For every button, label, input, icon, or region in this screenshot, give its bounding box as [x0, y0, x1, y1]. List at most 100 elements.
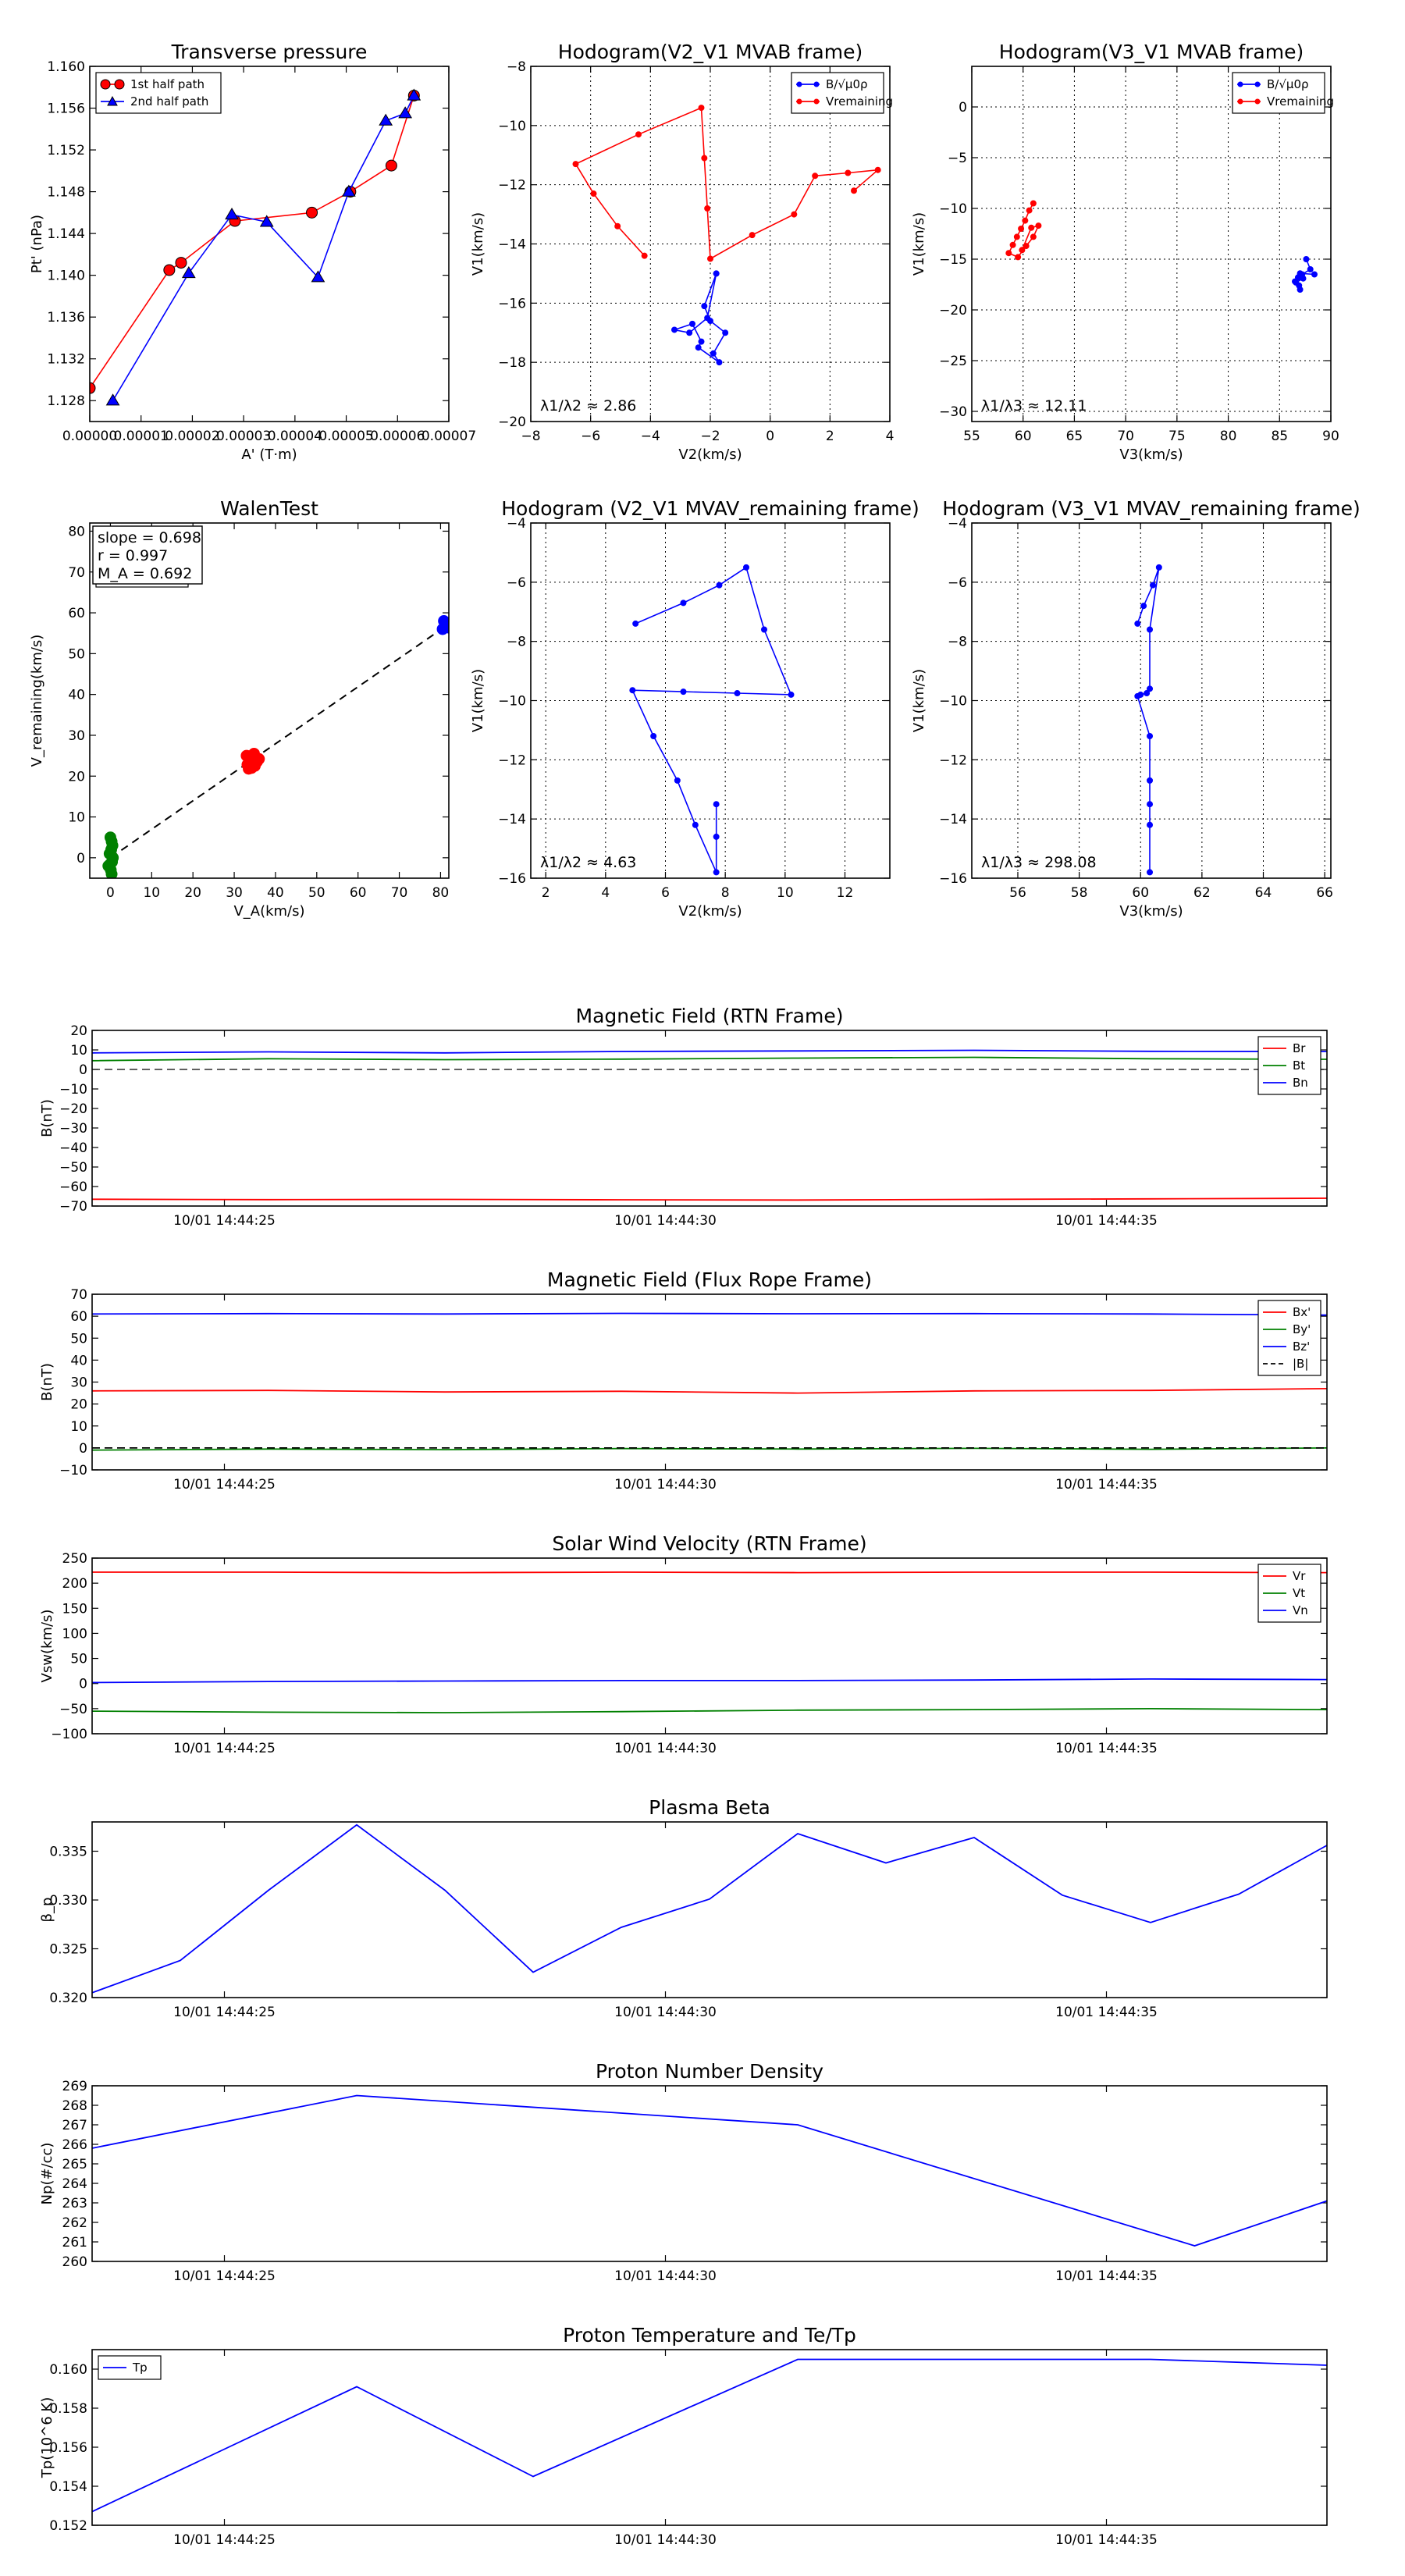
plot-frame [91, 2085, 1328, 2262]
x-tick-label: 4 [601, 885, 610, 901]
y-tick-label: −15 [939, 252, 967, 268]
data-point [105, 393, 120, 406]
legend-label: B/√μ0ρ [826, 77, 868, 91]
legend-box [1257, 1300, 1321, 1376]
data-point [874, 166, 881, 173]
walen-ma-label: M_A = 0.692 [98, 565, 192, 582]
data-point [698, 338, 705, 345]
x-tick-label: 12 [837, 885, 854, 901]
chart-magnetic-field-flux-rope: 10/01 14:44:25 10/01 14:44:30 10/01 14:44:… [39, 1268, 1328, 1493]
data-point [1307, 266, 1314, 272]
x-tick-label: −4 [641, 429, 660, 444]
data-point [1019, 247, 1026, 254]
data-point [175, 257, 187, 269]
data-point [716, 582, 723, 589]
y-tick-label: −10 [498, 119, 526, 134]
data-point [1005, 250, 1012, 257]
x-tick-label: 0.00000 [62, 429, 117, 444]
legend-label: Bz' [1293, 1340, 1310, 1354]
plot-area [92, 1049, 1327, 1201]
y-tick-label: 1.128 [47, 393, 85, 409]
data-point [398, 106, 413, 119]
chart-title: Hodogram (V3_V1 MVAV_remaining frame) [942, 497, 1361, 520]
x-tick-label: 90 [1322, 429, 1339, 444]
plot-area [90, 88, 422, 406]
series-line-v [1136, 567, 1160, 873]
series-line-bt [92, 1056, 1327, 1062]
y-tick-label: −70 [59, 1199, 87, 1215]
plot-area [572, 105, 881, 366]
data-point [812, 173, 819, 180]
y-tick-label: 0 [959, 100, 967, 116]
data-point [734, 690, 741, 697]
data-point [680, 600, 687, 607]
data-point [692, 821, 699, 828]
data-point [1140, 603, 1147, 610]
y-tick-label: −10 [59, 1463, 87, 1478]
data-point [713, 270, 720, 277]
data-point [701, 155, 708, 162]
legend-label: Bn [1293, 1076, 1308, 1090]
x-tick-label: 8 [721, 885, 730, 901]
y-tick-label: 60 [68, 606, 85, 621]
plot-area [102, 615, 449, 878]
y-axis-label: V1(km/s) [911, 669, 927, 732]
y-tick-label: 263 [62, 2196, 87, 2211]
data-point [163, 264, 176, 276]
x-tick-label: 10/01 14:44:35 [1055, 2005, 1158, 2020]
eigenvalue-ratio-label: λ1/λ3 ≈ 298.08 [981, 854, 1097, 871]
y-tick-label: −100 [51, 1727, 87, 1742]
x-tick-label: 80 [432, 885, 450, 901]
y-tick-label: 20 [70, 1023, 87, 1039]
y-tick-label: 1.156 [47, 101, 85, 117]
y-tick-label: 10 [68, 810, 85, 826]
y-tick-label: 267 [62, 2118, 87, 2133]
data-point [704, 315, 711, 322]
y-tick-label: 1.148 [47, 185, 85, 201]
y-tick-label: −14 [498, 237, 526, 253]
data-point [713, 801, 720, 808]
x-tick-label: 75 [1168, 429, 1186, 444]
legend-label: Vt [1293, 1586, 1305, 1600]
data-point [1026, 207, 1033, 214]
data-point [407, 88, 422, 101]
legend-label: Bx' [1293, 1305, 1311, 1319]
x-tick-label: 10/01 14:44:35 [1055, 1741, 1158, 1756]
chart-hodogram-v3-v1-mvab: 55 60 65 70 75 80 85 90 −30 −25 −20 −15 −10 −5 0 Hodogr… [911, 41, 1339, 463]
data-point [379, 113, 393, 126]
y-tick-label: 10 [70, 1043, 87, 1059]
data-point [1147, 869, 1154, 876]
walen-stats-box [92, 525, 203, 585]
plot-frame [971, 522, 1332, 879]
y-tick-label: 10 [70, 1419, 87, 1435]
x-tick-label: −6 [581, 429, 600, 444]
data-point [713, 833, 720, 840]
x-axis-label: V3(km/s) [1119, 903, 1183, 920]
x-tick-label: 10/01 14:44:25 [173, 1477, 276, 1493]
data-point [1300, 275, 1307, 282]
data-point [1311, 271, 1318, 278]
data-point [1144, 690, 1151, 697]
x-tick-label: 85 [1271, 429, 1288, 444]
y-tick-label: −50 [59, 1160, 87, 1176]
legend-marker [813, 81, 820, 87]
x-tick-label: 70 [1117, 429, 1134, 444]
plot-frame [91, 2349, 1328, 2526]
x-tick-label: 10/01 14:44:30 [614, 1213, 717, 1229]
data-point [181, 265, 196, 279]
data-point [1149, 582, 1156, 589]
x-tick-label: 0.00007 [422, 429, 476, 444]
x-tick-label: 10/01 14:44:30 [614, 2268, 717, 2284]
y-tick-label: 40 [68, 688, 85, 703]
data-point [1035, 222, 1042, 229]
plot-frame [971, 66, 1332, 422]
plot-frame [91, 1557, 1328, 1735]
data-point [788, 691, 795, 698]
data-point [590, 190, 597, 197]
data-point [443, 621, 449, 634]
plot-frame [89, 66, 450, 422]
y-tick-label: 0.154 [49, 2479, 87, 2495]
y-tick-label: 30 [68, 728, 85, 744]
data-point [632, 620, 639, 627]
x-tick-label: 80 [1220, 429, 1237, 444]
